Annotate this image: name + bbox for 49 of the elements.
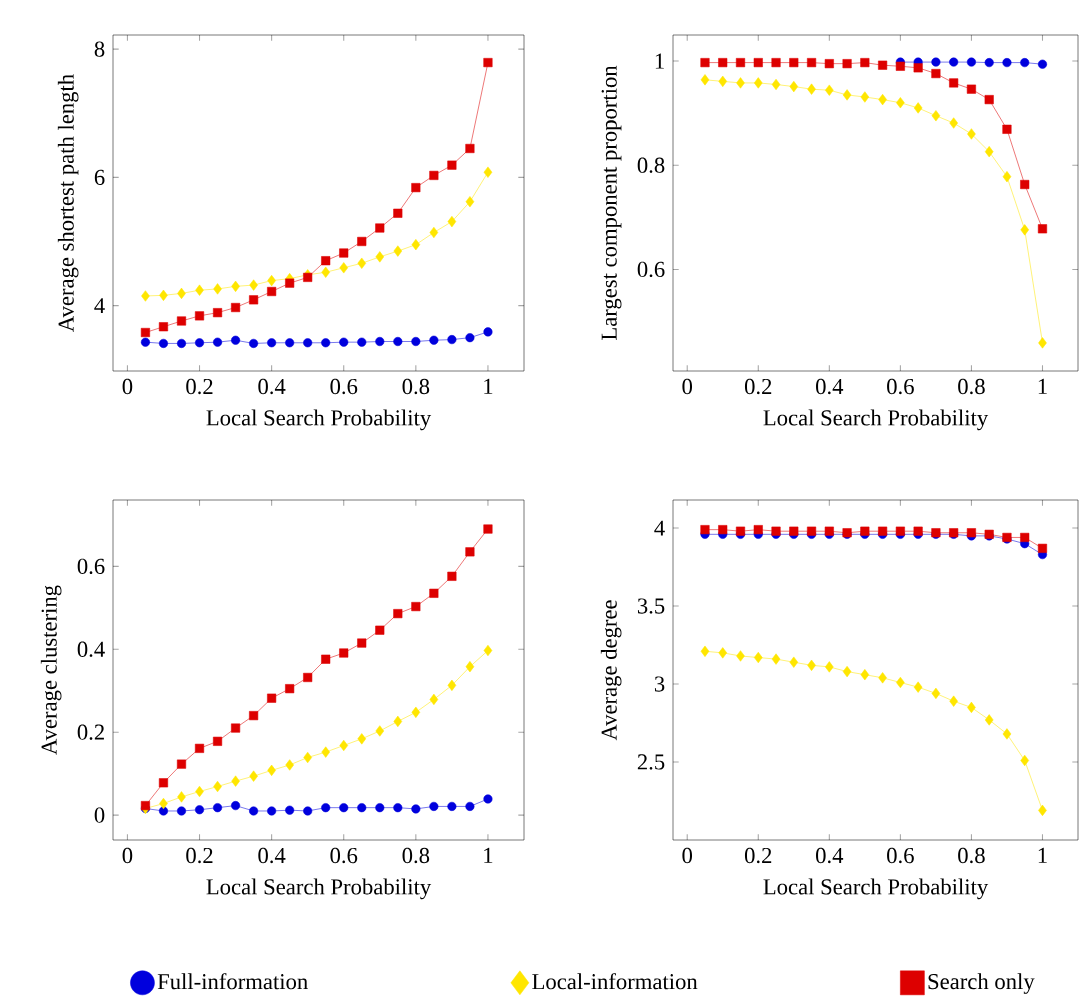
y-tick-label: 4 [654, 520, 665, 536]
x-axis-title: Local Search Probability [206, 878, 432, 900]
y-tick-label: 4 [94, 298, 105, 314]
y-tick-label: 3.5 [637, 598, 665, 614]
x-tick-label: 0.2 [186, 378, 213, 395]
y-axis-title: Average degree [600, 600, 622, 741]
y-tick-label: 0.6 [77, 558, 105, 575]
y-tick-label: 0.2 [77, 724, 104, 740]
y-tick-label: 8 [94, 41, 105, 57]
x-tick-label: 1 [484, 378, 493, 394]
y-tick-label: 1 [655, 53, 664, 69]
x-tick-label: 0.6 [887, 847, 914, 864]
x-tick-label: 0.6 [330, 847, 358, 864]
y-tick-label: 0.6 [637, 261, 665, 278]
x-tick-label: 0 [682, 847, 693, 864]
x-tick-label: 0.8 [402, 378, 430, 395]
x-axis-title: Local Search Probability [763, 409, 989, 431]
y-axis-title: Average shortest path length [57, 74, 79, 332]
x-tick-label: 0.2 [744, 847, 772, 864]
legend-label: Search only [928, 973, 1035, 994]
y-tick-label: 3 [654, 676, 665, 692]
y-tick-label: 0.4 [77, 641, 105, 657]
x-tick-label: 0.4 [816, 378, 844, 395]
y-tick-label: 0.8 [637, 157, 665, 173]
x-tick-label: 1 [1038, 378, 1047, 394]
x-tick-label: 0.2 [186, 847, 213, 864]
x-tick-label: 0.8 [958, 378, 985, 395]
x-tick-label: 0 [682, 378, 693, 395]
y-axis-title: Largest component proportion [601, 65, 622, 341]
x-tick-label: 0 [122, 378, 133, 395]
x-tick-label: 1 [1038, 847, 1047, 863]
x-tick-label: 0.4 [258, 378, 286, 395]
x-tick-label: 0.8 [958, 847, 985, 864]
y-axis-title: Average clustering [40, 585, 62, 755]
x-tick-label: 0.4 [816, 847, 844, 864]
y-tick-label: 6 [94, 169, 105, 185]
x-tick-label: 0.6 [330, 378, 358, 395]
y-tick-label: 2.5 [637, 754, 665, 770]
legend-label: Full-information [157, 973, 308, 990]
x-tick-label: 0.2 [744, 378, 772, 395]
x-tick-label: 0.8 [402, 847, 430, 864]
x-axis-title: Local Search Probability [763, 878, 989, 900]
x-axis-title: Local Search Probability [206, 409, 432, 431]
x-tick-label: 0 [122, 847, 133, 864]
x-tick-label: 0.6 [887, 378, 914, 395]
legend-label: Local-information [532, 973, 698, 990]
x-tick-label: 0.4 [258, 847, 286, 864]
x-tick-label: 1 [484, 847, 493, 863]
y-tick-label: 0 [94, 807, 105, 823]
